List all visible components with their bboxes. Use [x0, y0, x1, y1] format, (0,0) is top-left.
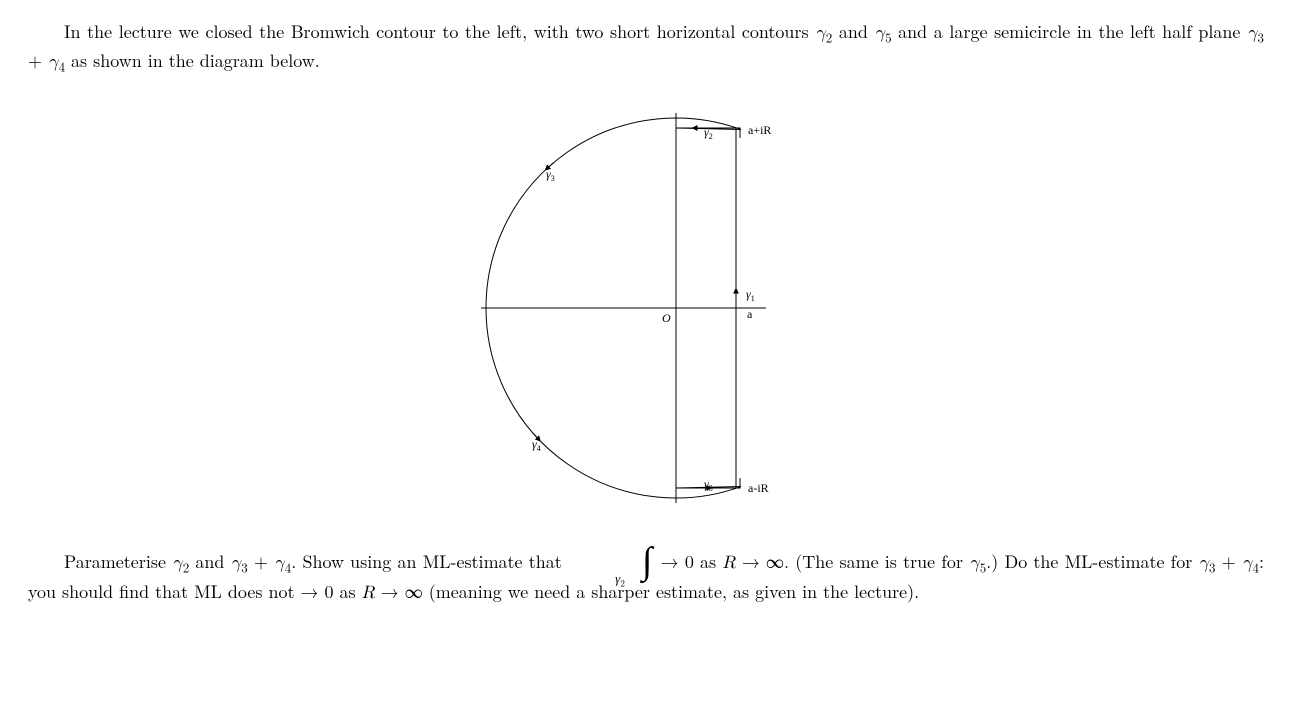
gamma-3-sym: γ [1247, 24, 1258, 42]
p2-text-a: Parameterise [64, 549, 172, 574]
gamma-2-sym: γ [815, 24, 826, 42]
p2-text-d: → 0 as [661, 549, 723, 574]
gamma-5-sub: 5 [885, 28, 891, 47]
svg-text:a-iR: a-iR [748, 481, 769, 495]
paragraph-2: Parameterise γ2 and γ3 + γ4. Show using … [28, 548, 1264, 607]
plus-2: + [248, 549, 274, 574]
svg-text:γ5: γ5 [704, 477, 713, 493]
R-sym-2: R [362, 584, 375, 602]
integral-gamma2: ∫ γ2 [570, 551, 652, 578]
p2-text-b: and [189, 549, 230, 574]
gamma-4-sym-c: γ [1242, 554, 1253, 572]
svg-text:a: a [747, 307, 753, 321]
gamma-4-sym-b: γ [274, 554, 285, 572]
svg-text:γ3: γ3 [546, 167, 555, 183]
bromwich-contour-diagram: Oaa+iRa-iRγ1γ2γ3γ4γ5 [436, 98, 856, 518]
p1-text-b: and [832, 19, 874, 44]
svg-text:O: O [662, 311, 671, 325]
integral-sub: γ2 [579, 568, 625, 590]
gamma-5-sym: γ [875, 24, 886, 42]
diagram-container: Oaa+iRa-iRγ1γ2γ3γ4γ5 [28, 98, 1264, 518]
p1-text-d: as shown in the diagram below. [65, 48, 320, 73]
gamma-3-sub: 3 [1258, 28, 1264, 47]
p1-text-c: and a large semicircle in the left half … [898, 19, 1247, 44]
gamma-4-sym: γ [48, 53, 59, 71]
p2-text-e: → ∞. (The same is true for [736, 549, 970, 574]
p2-text-f: .) Do the ML-estimate for [986, 549, 1198, 574]
paragraph-1: In the lecture we closed the Bromwich co… [28, 18, 1264, 76]
svg-text:γ2: γ2 [704, 125, 713, 141]
plus-1: + [28, 48, 48, 73]
p2-text-c: . Show using an ML-estimate that [291, 549, 568, 574]
p1-text-a: In the lecture we closed the Bromwich co… [64, 19, 815, 44]
gamma-3-sym-c: γ [1198, 554, 1209, 572]
gamma-5-sym-b: γ [969, 554, 980, 572]
gamma-3-sym-b: γ [231, 554, 242, 572]
plus-3: + [1216, 549, 1242, 574]
svg-text:γ1: γ1 [746, 287, 755, 303]
R-sym-1: R [722, 554, 735, 572]
svg-text:a+iR: a+iR [748, 123, 771, 137]
gamma-2-sym-b: γ [172, 554, 183, 572]
